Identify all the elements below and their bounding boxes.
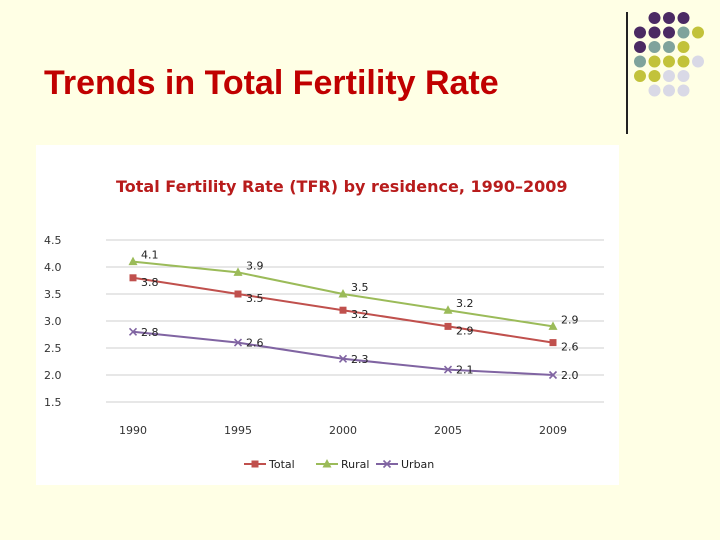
y-tick-label: 3.5 <box>44 288 62 301</box>
slide-title: Trends in Total Fertility Rate <box>44 64 499 102</box>
decorative-dot <box>677 70 690 82</box>
data-label: 3.9 <box>246 259 264 272</box>
data-point <box>548 321 558 330</box>
x-tick-label: 1990 <box>119 424 147 437</box>
x-axis-ticks: 1990 1995 2000 2005 2009 <box>119 424 567 437</box>
data-label: 2.6 <box>561 341 579 354</box>
chart-series: 3.83.53.22.92.64.13.93.53.22.92.82.62.32… <box>128 249 579 382</box>
decorative-dot <box>663 41 675 53</box>
data-label: 3.8 <box>141 276 159 289</box>
y-tick-label: 2.5 <box>44 342 62 355</box>
data-point <box>548 370 558 380</box>
data-point <box>339 306 347 314</box>
decorative-dot <box>677 26 690 39</box>
data-point <box>338 289 348 298</box>
series-urban: 2.8 2.6 2.3 2.1 2.0 <box>128 326 579 382</box>
data-point <box>443 365 453 374</box>
decorative-dot-grid <box>634 12 704 97</box>
tfr-line-chart: Total Fertility Rate (TFR) by residence,… <box>44 177 604 471</box>
legend-label: Total <box>268 458 295 471</box>
data-label: 2.6 <box>246 337 264 350</box>
data-point <box>338 354 348 363</box>
data-label: 2.8 <box>141 326 159 339</box>
legend-label: Rural <box>341 458 369 471</box>
decorative-dot <box>634 70 646 82</box>
series-total: 3.8 3.5 3.2 2.9 2.6 <box>129 274 579 354</box>
data-label: 3.5 <box>246 292 264 305</box>
chart-title: Total Fertility Rate (TFR) by residence,… <box>116 177 568 196</box>
legend-label: Urban <box>401 458 434 471</box>
y-tick-label: 4.0 <box>44 261 62 274</box>
y-tick-label: 4.5 <box>44 234 62 247</box>
x-tick-label: 2009 <box>539 424 567 437</box>
decorative-dot <box>648 84 661 97</box>
decorative-dot <box>663 26 675 39</box>
decorative-dot <box>677 12 690 24</box>
data-point <box>382 459 392 469</box>
data-label: 2.1 <box>456 364 474 377</box>
data-label: 2.0 <box>561 369 579 382</box>
chart-panel: Total Fertility Rate (TFR) by residence,… <box>36 145 619 485</box>
data-point <box>444 322 452 330</box>
decorative-dot <box>692 26 704 39</box>
decorative-dot <box>634 41 646 53</box>
decorative-dot <box>677 84 690 97</box>
title-divider-line <box>626 12 628 134</box>
data-point <box>128 256 138 266</box>
x-tick-label: 2005 <box>434 424 462 437</box>
data-point <box>322 459 332 468</box>
data-point <box>129 274 137 282</box>
data-point <box>549 339 557 347</box>
legend-item-urban: Urban <box>376 458 434 471</box>
decorative-dot <box>648 12 661 24</box>
decorative-dot <box>648 41 661 53</box>
y-tick-label: 2.0 <box>44 369 62 382</box>
chart-legend: Total Rural Urban <box>244 458 434 471</box>
decorative-dot <box>692 55 704 68</box>
x-tick-label: 2000 <box>329 424 357 437</box>
data-point <box>233 338 243 347</box>
data-label: 3.5 <box>351 281 369 294</box>
decorative-dot <box>648 70 661 82</box>
data-point <box>233 267 243 276</box>
legend-item-rural: Rural <box>316 458 369 471</box>
data-point <box>234 290 242 298</box>
y-tick-label: 3.0 <box>44 315 62 328</box>
decorative-dot <box>634 55 646 68</box>
series-rural: 4.1 3.9 3.5 3.2 2.9 <box>128 249 579 330</box>
data-label: 2.3 <box>351 353 369 366</box>
y-axis-ticks: 4.5 4.0 3.5 3.0 2.5 2.0 1.5 <box>44 234 62 409</box>
decorative-dot <box>663 84 675 97</box>
data-label: 3.2 <box>351 308 369 321</box>
decorative-dot <box>663 55 675 68</box>
decorative-dot <box>663 12 675 24</box>
data-point <box>128 327 138 336</box>
decorative-dot <box>663 70 675 82</box>
data-point <box>251 460 259 468</box>
data-label: 2.9 <box>456 324 474 337</box>
x-tick-label: 1995 <box>224 424 252 437</box>
series-line <box>132 330 554 376</box>
decorative-dot <box>648 26 661 39</box>
data-label: 2.9 <box>561 313 579 326</box>
data-label: 4.1 <box>141 249 159 262</box>
legend-item-total: Total <box>244 458 295 471</box>
data-point <box>443 305 453 314</box>
decorative-dot <box>634 26 646 39</box>
decorative-dot <box>677 55 690 68</box>
y-tick-label: 1.5 <box>44 396 62 409</box>
data-label: 3.2 <box>456 297 474 310</box>
decorative-dot <box>648 55 661 68</box>
decorative-dot <box>677 41 690 53</box>
